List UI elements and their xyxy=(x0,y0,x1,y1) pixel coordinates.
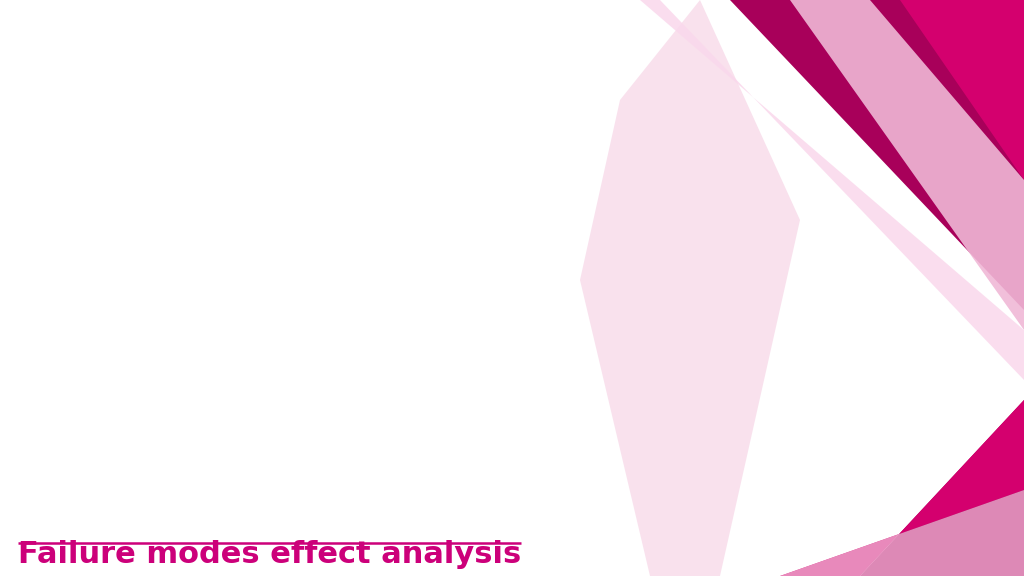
Polygon shape xyxy=(780,400,1024,576)
Polygon shape xyxy=(660,0,1024,330)
Polygon shape xyxy=(860,400,1024,576)
Polygon shape xyxy=(580,0,800,576)
Polygon shape xyxy=(730,0,1024,310)
Polygon shape xyxy=(650,490,1024,576)
Text: Failure modes effect analysis: Failure modes effect analysis xyxy=(18,540,521,569)
Polygon shape xyxy=(790,0,1024,180)
Polygon shape xyxy=(640,0,1024,380)
